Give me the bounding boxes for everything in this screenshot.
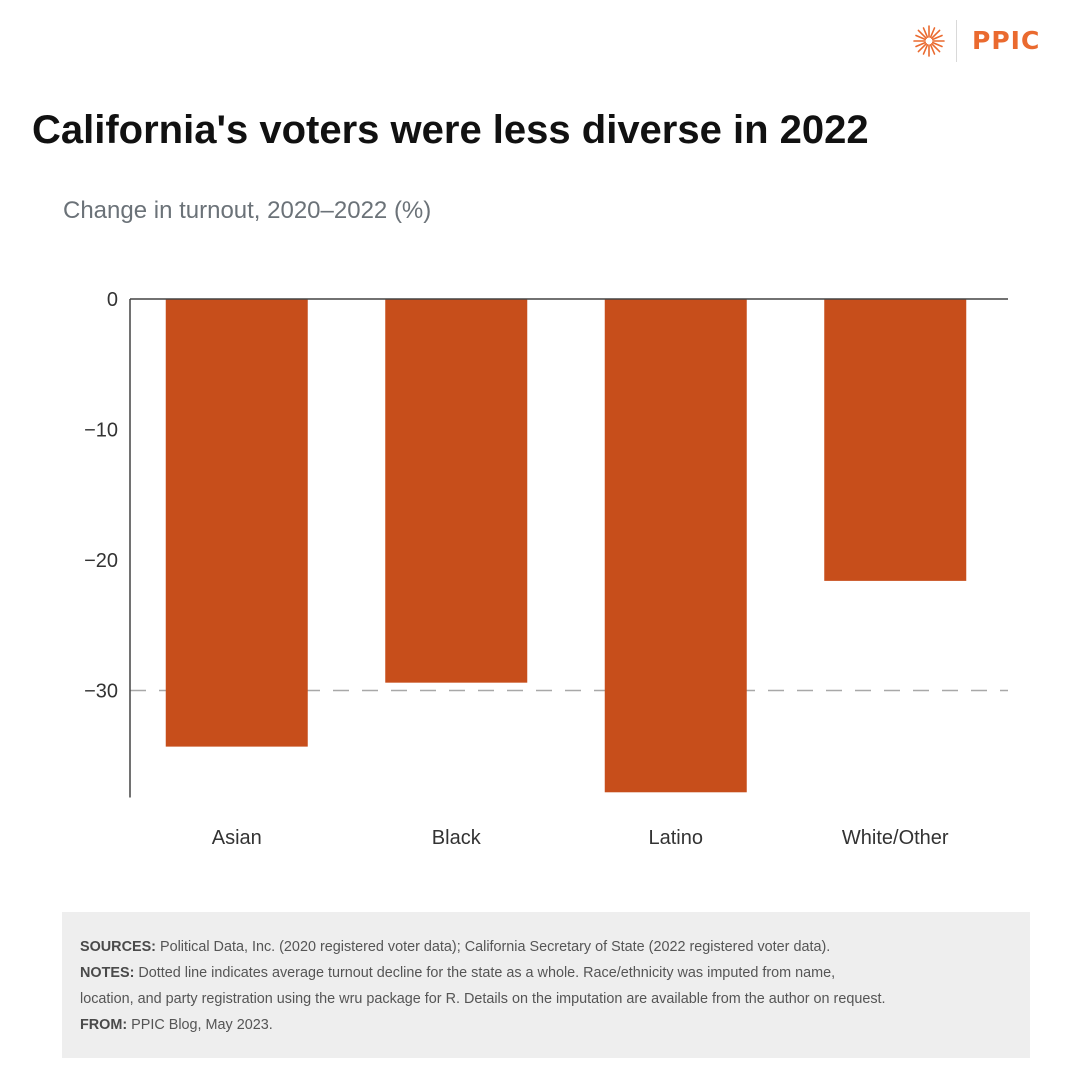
notes-line-2: location, and party registration using t… <box>80 986 1012 1012</box>
logo-divider <box>956 20 957 62</box>
logo-wordmark: PPIC <box>972 26 1041 55</box>
bar-chart: Asian Black Latino White/Other 0 −10 −20 −30 <box>84 289 1008 849</box>
sunburst-icon <box>913 25 945 57</box>
bar-white-other <box>824 299 967 581</box>
chart-subtitle: Change in turnout, 2020–2022 (%) <box>63 197 432 224</box>
bar-black <box>385 299 528 683</box>
x-tick-label: Black <box>432 827 482 849</box>
bar-asian <box>165 299 308 747</box>
notes-text-2: location, and party registration using t… <box>80 991 886 1007</box>
bar-latino <box>604 299 747 793</box>
y-tick-label: 0 <box>107 289 118 311</box>
notes-line: NOTES: Dotted line indicates average tur… <box>80 960 1012 986</box>
page-title: California's voters were less diverse in… <box>32 108 869 152</box>
notes-box: SOURCES: Political Data, Inc. (2020 regi… <box>62 912 1030 1058</box>
x-tick-label: Asian <box>212 827 262 849</box>
y-tick-label: −20 <box>84 550 118 572</box>
x-tick-label: White/Other <box>842 827 949 849</box>
sources-line: SOURCES: Political Data, Inc. (2020 regi… <box>80 934 1012 960</box>
sources-label: SOURCES: <box>80 939 156 955</box>
y-tick-label: −10 <box>84 420 118 442</box>
ppic-logo: PPIC <box>912 20 1057 62</box>
from-label: FROM: <box>80 1017 128 1033</box>
from-text: PPIC Blog, May 2023. <box>127 1017 273 1033</box>
notes-label: NOTES: <box>80 965 135 981</box>
y-tick-label: −30 <box>84 681 118 703</box>
sources-text: Political Data, Inc. (2020 registered vo… <box>155 939 831 955</box>
notes-text-1: Dotted line indicates average turnout de… <box>134 965 836 981</box>
x-tick-label: Latino <box>649 827 704 849</box>
from-line: FROM: PPIC Blog, May 2023. <box>80 1012 1012 1038</box>
